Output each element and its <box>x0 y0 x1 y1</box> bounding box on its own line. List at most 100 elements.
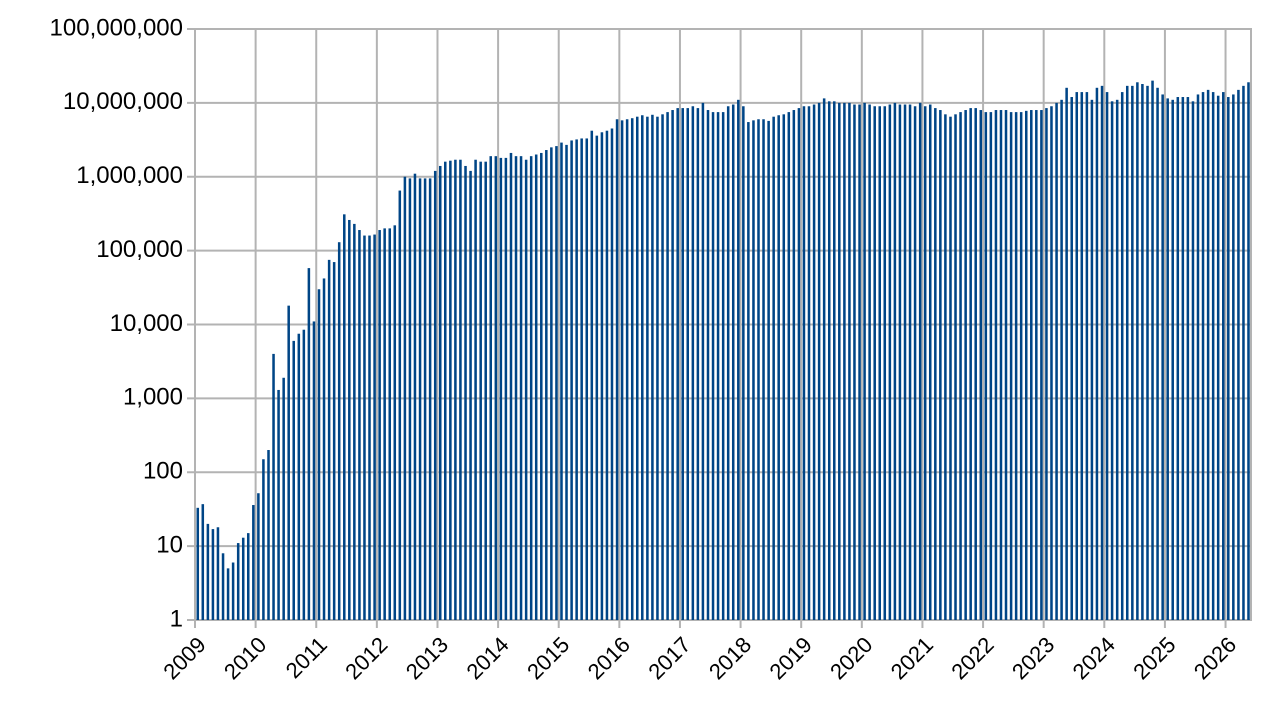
bar <box>1186 97 1190 620</box>
bar <box>787 112 791 620</box>
bar <box>1120 92 1124 621</box>
bar <box>676 108 679 621</box>
bar <box>994 110 998 620</box>
bar <box>1206 89 1210 620</box>
bar <box>246 533 250 620</box>
bar <box>413 173 417 620</box>
bar <box>1136 82 1139 620</box>
bar <box>519 156 523 620</box>
bar <box>1085 92 1089 621</box>
bar <box>343 214 346 620</box>
bar <box>1161 94 1164 620</box>
bar <box>1024 110 1028 621</box>
bar <box>469 170 472 620</box>
bar <box>747 122 750 620</box>
bar <box>428 178 432 620</box>
bar <box>378 230 381 620</box>
bar <box>317 289 321 620</box>
bar <box>570 140 573 620</box>
bar <box>211 529 215 620</box>
bar <box>474 159 477 620</box>
bar <box>499 157 503 621</box>
bar <box>959 112 962 620</box>
bar <box>1171 99 1174 620</box>
bar <box>984 112 988 620</box>
x-tick-label: 2020 <box>825 632 877 684</box>
bar <box>433 170 437 620</box>
bar <box>595 135 599 621</box>
bar <box>853 104 856 620</box>
bar <box>545 150 548 621</box>
bar <box>630 118 634 620</box>
x-tick-label: 2024 <box>1068 632 1120 684</box>
bar <box>1055 102 1058 620</box>
bar <box>1075 92 1079 621</box>
bar <box>454 159 457 620</box>
bar <box>1125 85 1129 620</box>
bar <box>1156 87 1159 620</box>
bar <box>838 102 841 620</box>
bar <box>449 160 452 620</box>
x-tick-label: 2016 <box>583 632 635 684</box>
bar <box>600 132 604 620</box>
bar <box>1105 92 1109 621</box>
bar <box>1242 85 1245 620</box>
bar <box>923 106 927 621</box>
y-tick-label: 1,000,000 <box>76 162 183 189</box>
y-tick-label: 100,000 <box>96 236 183 263</box>
bar <box>969 108 972 621</box>
bar <box>1100 85 1104 620</box>
bar <box>848 102 851 620</box>
y-tick-label: 1 <box>170 605 183 632</box>
x-tick-label: 2018 <box>704 632 756 684</box>
bar <box>555 146 558 620</box>
bar <box>423 178 427 620</box>
bar <box>605 130 609 620</box>
bar <box>550 147 553 621</box>
bar <box>504 157 508 621</box>
bar <box>590 130 594 620</box>
bar <box>1216 95 1220 621</box>
bar <box>681 108 684 621</box>
bar <box>944 114 947 620</box>
bar <box>206 523 210 620</box>
x-tick-label: 2013 <box>401 632 453 684</box>
bar <box>1080 92 1084 621</box>
bar <box>585 138 589 621</box>
bar <box>479 161 482 620</box>
bar <box>408 178 412 620</box>
bar <box>534 154 538 620</box>
bar <box>337 242 341 620</box>
bar <box>565 144 568 620</box>
bar <box>666 112 669 620</box>
bar <box>772 116 775 621</box>
bar <box>1232 94 1235 620</box>
bar <box>1201 92 1205 621</box>
bar <box>883 106 887 621</box>
x-tick-label: 2019 <box>765 632 817 684</box>
bar <box>388 228 392 620</box>
bar <box>716 112 720 620</box>
bar <box>1045 108 1048 621</box>
bar <box>797 108 801 621</box>
y-tick-label: 100,000,000 <box>50 14 183 41</box>
bar <box>615 119 619 621</box>
bar <box>277 389 280 620</box>
bar <box>792 110 796 620</box>
bar <box>646 116 649 621</box>
bar <box>1176 97 1180 620</box>
bar <box>307 268 311 620</box>
bar <box>1146 85 1149 620</box>
bar <box>529 156 533 620</box>
bar <box>524 159 528 620</box>
y-tick-label: 10,000 <box>110 310 183 337</box>
bar <box>737 99 740 620</box>
bar <box>241 537 245 620</box>
bar <box>1070 97 1073 620</box>
bar <box>1019 112 1023 620</box>
bar <box>464 165 467 621</box>
bar <box>1222 92 1225 621</box>
x-tick-label: 2017 <box>643 632 695 684</box>
bar <box>742 106 745 621</box>
